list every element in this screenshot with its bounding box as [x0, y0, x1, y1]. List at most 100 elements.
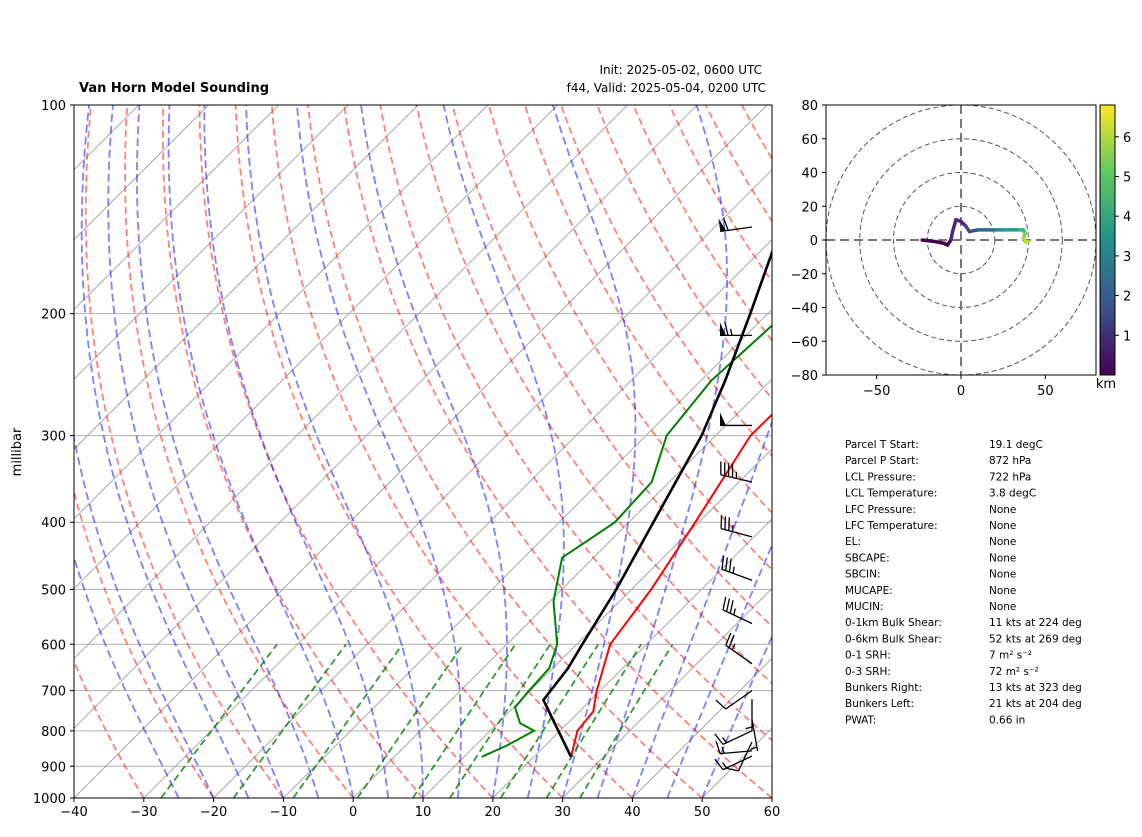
parameter-value: None [989, 601, 1016, 613]
parameter-value: None [989, 552, 1016, 564]
y-tick-label: 1000 [33, 792, 66, 807]
x-tick-label: 0 [349, 805, 357, 820]
hodo-y-tick-label: −80 [791, 369, 818, 384]
barb-half [734, 609, 735, 616]
moist-adiabat [169, 105, 354, 798]
hodograph-trace [922, 220, 1028, 245]
barb-full [727, 599, 730, 612]
parameter-label: LFC Temperature: [845, 520, 938, 532]
y-tick-label: 900 [41, 760, 66, 775]
colorbar-tick-label: 6 [1123, 131, 1131, 146]
wind-barb [723, 597, 752, 624]
wind-barb [721, 461, 752, 482]
y-tick-label: 500 [41, 583, 66, 598]
isotherm-line [353, 105, 1046, 798]
x-tick-label: −10 [270, 805, 297, 820]
dry-adiabat [706, 105, 1142, 798]
barb-full [723, 597, 726, 610]
moist-adiabat [57, 105, 214, 798]
isotherm-line [702, 105, 1142, 798]
x-tick-label: −40 [60, 805, 87, 820]
hodo-y-tick-label: −60 [791, 335, 818, 350]
wind-barbs [715, 218, 758, 771]
barb-full [716, 700, 726, 709]
hodo-y-tick-label: 0 [810, 234, 818, 249]
dry-adiabat [272, 105, 633, 798]
dry-adiabat [561, 105, 1142, 798]
colorbar-tick-label: 5 [1123, 170, 1131, 185]
mixing-ratio-line [293, 644, 402, 798]
dry-adiabat [778, 105, 1142, 798]
wind-barb [726, 633, 752, 664]
parameter-value: 7 m² s⁻² [989, 650, 1032, 662]
hodo-y-tick-label: 40 [801, 167, 818, 182]
parameter-label: PWAT: [845, 714, 876, 726]
parameter-label: EL: [845, 536, 861, 548]
isotherm-line [144, 105, 837, 798]
wind-barb [746, 699, 753, 731]
colorbar-label: km [1096, 377, 1116, 392]
barb-full [726, 557, 728, 570]
moist-adiabat [108, 105, 283, 798]
colorbar-tick-label: 3 [1123, 250, 1131, 265]
hodo-y-tick-label: 20 [801, 200, 818, 215]
mixing-ratio-line [161, 644, 277, 798]
hodo-x-tick-label: 0 [957, 384, 965, 399]
init-time-label: Init: 2025-05-02, 0600 UTC [599, 63, 762, 77]
parameter-label: 0-6km Bulk Shear: [845, 633, 942, 645]
parameter-value: 3.8 degC [989, 488, 1036, 500]
parameter-value: 13 kts at 323 deg [989, 682, 1082, 694]
y-tick-label: 100 [41, 99, 66, 114]
parameter-label: 0-1 SRH: [845, 650, 891, 662]
parameter-label: SBCAPE: [845, 552, 890, 564]
wind-barb [715, 756, 752, 770]
dry-adiabat [344, 105, 772, 798]
hodo-x-tick-label: −50 [863, 384, 890, 399]
wind-barb [722, 556, 752, 580]
parameter-label: SBCIN: [845, 569, 881, 581]
parameter-label: Parcel T Start: [845, 439, 919, 451]
parameter-value: None [989, 520, 1016, 532]
hodo-y-tick-label: −40 [791, 302, 818, 317]
moist-adiabat [204, 105, 388, 798]
height-colorbar [1100, 105, 1115, 375]
parameter-label: 0-3 SRH: [845, 666, 891, 678]
barb-full [730, 600, 733, 613]
parameter-label: Bunkers Right: [845, 682, 922, 694]
barb-shaft [721, 529, 752, 537]
barb-half [723, 763, 727, 768]
valid-time-label: f44, Valid: 2025-05-04, 0200 UTC [567, 81, 766, 95]
mixing-ratio-line [358, 644, 464, 798]
isotherm-line [772, 105, 1142, 798]
x-tick-label: 10 [415, 805, 432, 820]
y-axis-label: millibar [10, 427, 25, 476]
parameter-label: MUCIN: [845, 601, 884, 613]
parameter-value: 0.66 in [989, 714, 1025, 726]
dry-adiabat [850, 105, 1142, 798]
x-tick-label: 40 [624, 805, 641, 820]
hodograph-segment [953, 220, 956, 232]
parameter-value: 21 kts at 204 deg [989, 698, 1082, 710]
y-tick-label: 300 [41, 430, 66, 445]
skewt-background-lines [0, 105, 1142, 798]
barb-half [731, 329, 733, 336]
x-tick-label: 30 [554, 805, 571, 820]
moist-adiabat [246, 105, 423, 798]
dry-adiabat [525, 105, 1121, 798]
hodograph-rings [826, 105, 1096, 375]
y-tick-label: 200 [41, 308, 66, 323]
barb-full [725, 322, 728, 335]
hodo-y-tick-label: −20 [791, 268, 818, 283]
parameter-label: LCL Temperature: [845, 488, 937, 500]
barb-half [746, 727, 753, 729]
parameter-label: LFC Pressure: [845, 504, 916, 516]
y-tick-label: 800 [41, 725, 66, 740]
moist-adiabat [137, 105, 318, 798]
x-tick-label: −20 [200, 805, 227, 820]
